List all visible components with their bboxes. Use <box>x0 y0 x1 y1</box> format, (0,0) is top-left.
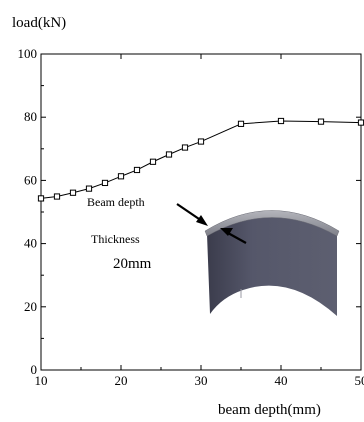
beam-top-cap <box>204 210 340 237</box>
y-tick-label: 40 <box>24 236 37 251</box>
thickness-label: Thickness <box>91 232 140 246</box>
beam-depth-label: Beam depth <box>87 195 145 209</box>
y-tick-label: 60 <box>24 172 37 187</box>
data-point-marker <box>317 118 325 125</box>
x-axis-title: beam depth(mm) <box>218 402 321 418</box>
data-point-marker <box>117 173 125 180</box>
data-point-marker <box>165 151 173 158</box>
data-point-marker <box>357 119 364 126</box>
plot-border <box>40 53 362 371</box>
data-point-marker <box>237 120 245 127</box>
plot-frame <box>40 53 362 371</box>
x-tick-label: 10 <box>35 373 48 388</box>
series-layer <box>37 117 364 202</box>
y-tick-label: 80 <box>24 109 37 124</box>
beam-inset: Beam depth Thickness 20mm <box>87 195 340 316</box>
data-point-marker <box>101 179 109 187</box>
data-point-marker <box>85 185 93 192</box>
y-tick-label: 20 <box>24 299 37 314</box>
data-point-marker <box>149 158 157 165</box>
axis-ticks: 10 20 30 40 50 0 20 40 60 80 100 <box>18 46 364 388</box>
y-tick-label: 100 <box>18 46 38 61</box>
x-tick-label: 40 <box>275 373 288 388</box>
thickness-arrow <box>220 228 247 244</box>
data-point-marker <box>133 166 141 174</box>
data-point-marker <box>37 195 45 202</box>
y-tick-label: 0 <box>31 362 38 377</box>
data-point-marker <box>277 117 285 125</box>
y-axis-title: load(kN) <box>12 15 66 31</box>
data-point-marker <box>181 144 189 151</box>
data-point-marker <box>53 193 61 200</box>
thickness-value: 20mm <box>113 256 152 272</box>
x-tick-label: 30 <box>195 373 208 388</box>
data-point-marker <box>69 189 77 196</box>
x-tick-label: 50 <box>355 373 364 388</box>
beam-depth-arrow <box>176 203 208 226</box>
data-point-marker <box>197 138 205 145</box>
x-tick-label: 20 <box>115 373 128 388</box>
